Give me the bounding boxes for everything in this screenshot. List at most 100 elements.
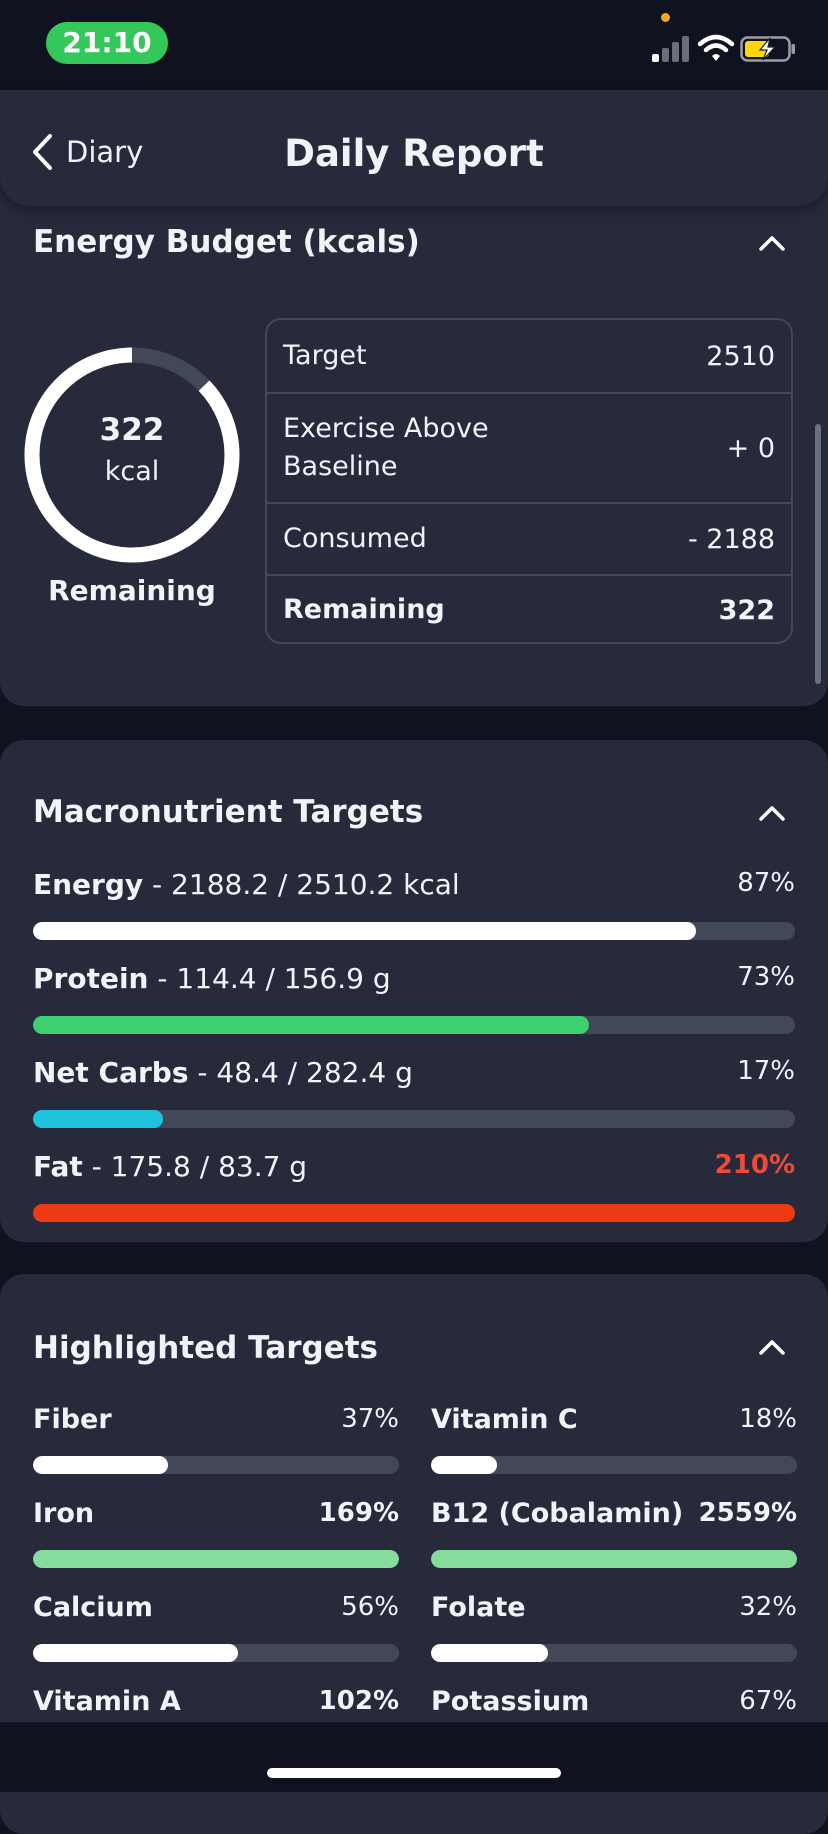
target-percent: 37% bbox=[341, 1404, 399, 1434]
energy-row-value: - 2188 bbox=[687, 523, 775, 555]
macro-detail: - 48.4 / 282.4 g bbox=[188, 1056, 413, 1089]
progress-fill bbox=[431, 1550, 797, 1568]
highlighted-target-item[interactable]: Fiber 37% bbox=[33, 1404, 399, 1474]
progress-track bbox=[431, 1644, 797, 1662]
energy-row-remaining: Remaining 322 bbox=[267, 574, 791, 642]
energy-row-value: 322 bbox=[718, 594, 775, 626]
highlighted-target-item[interactable]: Iron 169% bbox=[33, 1498, 399, 1568]
target-percent: 102% bbox=[318, 1686, 399, 1716]
macro-row[interactable]: Fat - 175.8 / 83.7 g 210% bbox=[33, 1150, 795, 1222]
macronutrient-card: Macronutrient Targets Energy - 2188.2 / … bbox=[0, 740, 828, 1242]
macronutrient-title: Macronutrient Targets bbox=[33, 794, 424, 830]
wifi-icon bbox=[698, 34, 734, 61]
target-percent: 169% bbox=[318, 1498, 399, 1528]
progress-track bbox=[33, 922, 795, 940]
target-name: Folate bbox=[431, 1592, 526, 1623]
home-indicator[interactable] bbox=[267, 1768, 561, 1778]
highlighted-target-item[interactable]: Calcium 56% bbox=[33, 1592, 399, 1662]
cellular-signal-icon bbox=[652, 36, 689, 62]
progress-fill bbox=[33, 1204, 795, 1222]
nav-header: Diary Daily Report bbox=[0, 90, 828, 206]
collapse-chevron-up-icon[interactable] bbox=[758, 804, 786, 822]
macro-name: Energy bbox=[33, 868, 144, 901]
energy-row-label: Remaining bbox=[283, 594, 445, 625]
energy-row-target: Target 2510 bbox=[267, 320, 791, 392]
energy-row-value: 2510 bbox=[706, 340, 775, 372]
progress-track bbox=[431, 1456, 797, 1474]
progress-track bbox=[431, 1550, 797, 1568]
macro-detail: - 2188.2 / 2510.2 kcal bbox=[143, 868, 460, 901]
progress-fill bbox=[33, 1550, 399, 1568]
progress-fill bbox=[33, 1644, 238, 1662]
privacy-indicator-dot bbox=[661, 13, 670, 22]
back-button-label: Diary bbox=[66, 135, 144, 169]
progress-fill bbox=[33, 922, 696, 940]
target-name: Vitamin A bbox=[33, 1686, 181, 1717]
bottom-safe-area bbox=[0, 1722, 828, 1792]
progress-fill bbox=[33, 1016, 590, 1034]
progress-fill bbox=[431, 1456, 497, 1474]
target-name: Vitamin C bbox=[431, 1404, 578, 1435]
highlighted-target-item[interactable]: B12 (Cobalamin) 2559% bbox=[431, 1498, 797, 1568]
energy-budget-title: Energy Budget (kcals) bbox=[33, 224, 420, 260]
page-title: Daily Report bbox=[284, 132, 544, 175]
chevron-left-icon bbox=[33, 134, 52, 170]
progress-track bbox=[33, 1644, 399, 1662]
energy-ring-progress bbox=[24, 347, 240, 563]
macro-detail: - 114.4 / 156.9 g bbox=[148, 962, 391, 995]
ring-caption: Remaining bbox=[48, 574, 216, 607]
macro-row[interactable]: Protein - 114.4 / 156.9 g 73% bbox=[33, 962, 795, 1034]
energy-row-label: Target bbox=[283, 340, 367, 371]
macro-label: Protein - 114.4 / 156.9 g bbox=[33, 962, 391, 995]
energy-remaining-ring bbox=[24, 347, 240, 563]
macro-label: Energy - 2188.2 / 2510.2 kcal bbox=[33, 868, 460, 901]
highlighted-target-item[interactable]: Vitamin C 18% bbox=[431, 1404, 797, 1474]
target-name: B12 (Cobalamin) bbox=[431, 1498, 684, 1529]
progress-track bbox=[33, 1110, 795, 1128]
macro-label: Net Carbs - 48.4 / 282.4 g bbox=[33, 1056, 413, 1089]
macro-name: Protein bbox=[33, 962, 149, 995]
energy-row-value: + 0 bbox=[726, 432, 775, 464]
energy-row-label: Consumed bbox=[283, 523, 427, 554]
back-button[interactable]: Diary bbox=[30, 130, 143, 174]
energy-budget-card: Energy Budget (kcals) bbox=[0, 180, 828, 706]
target-name: Iron bbox=[33, 1498, 95, 1529]
macro-row[interactable]: Net Carbs - 48.4 / 282.4 g 17% bbox=[33, 1056, 795, 1128]
target-name: Fiber bbox=[33, 1404, 112, 1435]
target-percent: 67% bbox=[739, 1686, 797, 1716]
status-bar: 21:10 bbox=[0, 0, 828, 90]
progress-fill bbox=[431, 1644, 549, 1662]
collapse-chevron-up-icon[interactable] bbox=[758, 234, 786, 252]
macro-percent: 17% bbox=[737, 1056, 795, 1086]
progress-track bbox=[33, 1016, 795, 1034]
ring-unit: kcal bbox=[104, 456, 160, 487]
progress-track bbox=[33, 1550, 399, 1568]
target-percent: 2559% bbox=[698, 1498, 797, 1528]
macro-percent: 87% bbox=[737, 868, 795, 898]
macro-label: Fat - 175.8 / 83.7 g bbox=[33, 1150, 307, 1183]
progress-fill bbox=[33, 1456, 169, 1474]
macro-row[interactable]: Energy - 2188.2 / 2510.2 kcal 87% bbox=[33, 868, 795, 940]
target-name: Potassium bbox=[431, 1686, 590, 1717]
target-percent: 32% bbox=[739, 1592, 797, 1622]
target-percent: 56% bbox=[341, 1592, 399, 1622]
highlighted-targets-title: Highlighted Targets bbox=[33, 1330, 379, 1366]
macro-name: Fat bbox=[33, 1150, 83, 1183]
progress-track bbox=[33, 1456, 399, 1474]
scrollbar[interactable] bbox=[815, 424, 821, 684]
energy-budget-table: Target 2510 Exercise Above Baseline + 0 … bbox=[265, 318, 793, 644]
macro-percent: 210% bbox=[714, 1150, 795, 1180]
ring-value: 322 bbox=[99, 412, 165, 448]
macro-detail: - 175.8 / 83.7 g bbox=[82, 1150, 308, 1183]
macro-percent: 73% bbox=[737, 962, 795, 992]
energy-row-label: Exercise Above Baseline bbox=[283, 413, 489, 482]
highlighted-target-item[interactable]: Folate 32% bbox=[431, 1592, 797, 1662]
collapse-chevron-up-icon[interactable] bbox=[758, 1338, 786, 1356]
battery-charging-icon bbox=[740, 36, 795, 62]
status-time: 21:10 bbox=[46, 22, 168, 64]
ring-center-text: 322 kcal bbox=[22, 412, 242, 487]
energy-row-consumed: Consumed - 2188 bbox=[267, 502, 791, 574]
energy-row-exercise: Exercise Above Baseline + 0 bbox=[267, 392, 791, 502]
progress-track bbox=[33, 1204, 795, 1222]
target-percent: 18% bbox=[739, 1404, 797, 1434]
